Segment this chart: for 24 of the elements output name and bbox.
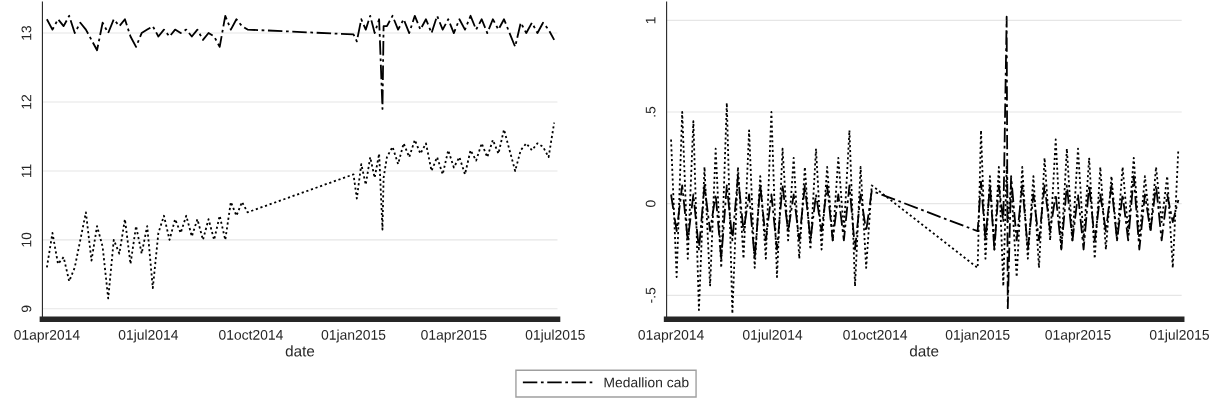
y-tick-label: -.5 xyxy=(645,287,656,303)
x-axis-title: date xyxy=(909,345,939,357)
x-tick-label: 01jan2015 xyxy=(945,329,1010,343)
y-tick-label: 10 xyxy=(21,232,32,247)
x-tick-label: 01apr2014 xyxy=(14,329,80,343)
x-tick-label: 01jan2015 xyxy=(321,329,386,343)
y-tick-label: 13 xyxy=(21,25,32,40)
x-tick-label: 01oct2014 xyxy=(843,329,908,340)
x-tick-label: 01oct2014 xyxy=(219,329,283,340)
y-tick-label: 0 xyxy=(645,200,656,207)
x-tick-label: 01jul2015 xyxy=(525,329,585,343)
y-tick-label: 11 xyxy=(21,164,32,178)
x-axis-title: date xyxy=(285,345,315,357)
y-tick-label: 12 xyxy=(21,94,32,109)
x-tick-label: 01jul2015 xyxy=(1149,329,1210,343)
x-tick-label: 01apr2014 xyxy=(638,329,704,343)
y-tick-label: 1 xyxy=(645,17,656,24)
x-tick-label: 01apr2015 xyxy=(1045,329,1111,343)
text: Medallion cab xyxy=(604,377,689,388)
x-tick-label: 01jul2014 xyxy=(742,329,803,343)
y-tick-label: .5 xyxy=(645,106,656,117)
y-tick-label: 9 xyxy=(21,305,32,313)
x-tick-label: 01apr2015 xyxy=(421,329,487,343)
x-tick-label: 01jul2014 xyxy=(118,329,179,343)
